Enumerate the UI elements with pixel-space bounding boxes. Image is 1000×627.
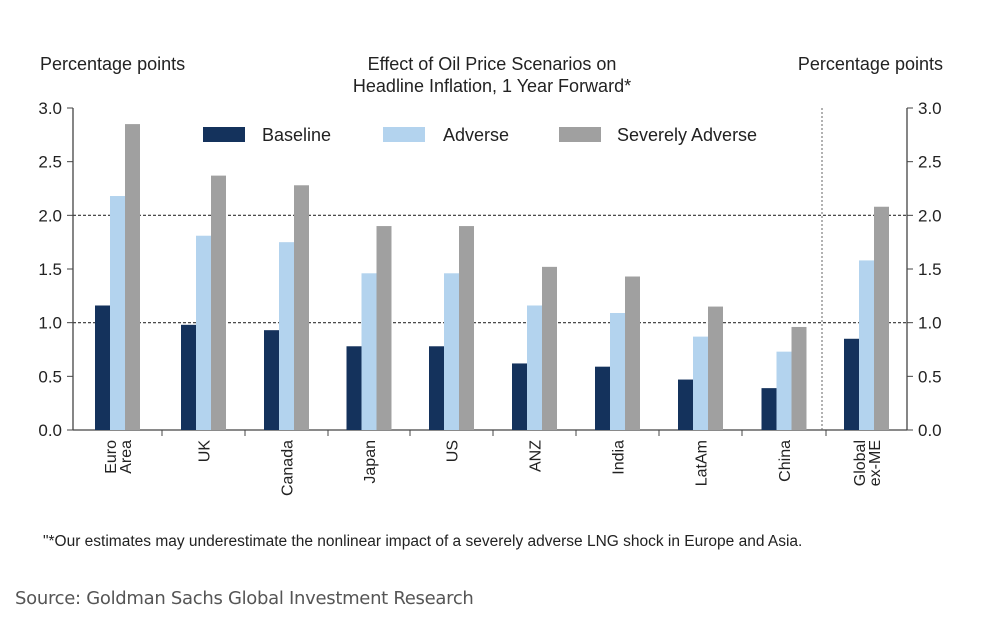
chart-title: Effect of Oil Price Scenarios on	[368, 54, 617, 74]
bar-severely-adverse-global-ex-me	[874, 206, 889, 430]
bar-adverse-latam	[693, 336, 708, 430]
chart: Percentage points Percentage points Effect…	[38, 54, 943, 550]
bar-severely-adverse-china	[791, 326, 807, 430]
bar-adverse-euro-area	[110, 196, 125, 430]
bar-baseline-china	[761, 388, 777, 430]
bar-baseline-global-ex-me	[844, 338, 859, 430]
bar-adverse-canada	[279, 242, 294, 430]
bar-baseline-euro-area	[95, 305, 110, 430]
x-tick-label: Canada	[280, 440, 297, 496]
bar-severely-adverse-euro-area	[125, 124, 140, 430]
bar-adverse-uk	[196, 235, 211, 430]
x-tick-label: India	[611, 440, 628, 475]
x-tick-label: ANZ	[528, 440, 545, 472]
legend-label: Adverse	[443, 125, 509, 145]
y-tick-label-left: 1.0	[38, 314, 62, 333]
bar-baseline-us	[429, 346, 444, 430]
y-tick-label-right: 1.0	[918, 314, 942, 333]
bar-severely-adverse-japan	[376, 226, 392, 430]
bar-baseline-anz	[512, 363, 527, 430]
bar-adverse-us	[444, 273, 459, 430]
bar-baseline-uk	[181, 324, 196, 430]
x-tick-label: US	[445, 440, 462, 462]
bar-baseline-india	[595, 366, 610, 430]
legend-swatch-adverse	[383, 127, 425, 142]
bar-severely-adverse-india	[625, 276, 640, 430]
y-tick-label-left: 3.0	[38, 99, 62, 118]
legend-swatch-baseline	[203, 127, 245, 142]
y-tick-label-left: 0.5	[38, 367, 62, 386]
legend-label: Severely Adverse	[617, 125, 757, 145]
x-tick-label: China	[777, 440, 794, 482]
bar-adverse-china	[776, 351, 792, 430]
left-axis-label: Percentage points	[40, 54, 185, 74]
y-tick-label-left: 2.0	[38, 206, 62, 225]
y-tick-label-left: 0.0	[38, 421, 62, 440]
bar-adverse-india	[610, 313, 625, 430]
bar-severely-adverse-canada	[294, 185, 309, 430]
x-tick-label: LatAm	[694, 440, 711, 486]
bar-baseline-canada	[264, 330, 279, 430]
bar-adverse-anz	[527, 305, 542, 430]
x-tick-label: Global	[852, 440, 869, 486]
y-tick-label-right: 2.0	[918, 206, 942, 225]
legend-label: Baseline	[262, 125, 331, 145]
bar-severely-adverse-anz	[542, 266, 557, 430]
y-tick-label-right: 2.5	[918, 153, 942, 172]
source-note: Source: Goldman Sachs Global Investment …	[15, 588, 474, 609]
bar-adverse-global-ex-me	[859, 260, 874, 430]
legend-swatch-severely-adverse	[559, 127, 601, 142]
y-tick-label-right: 0.5	[918, 367, 942, 386]
bar-severely-adverse-latam	[708, 306, 723, 430]
x-tick-label: Area	[118, 440, 135, 474]
footnote: "*Our estimates may underestimate the no…	[43, 533, 802, 550]
x-tick-label: UK	[197, 440, 214, 463]
x-tick-label: Euro	[103, 440, 120, 474]
y-tick-label-left: 1.5	[38, 260, 62, 279]
bar-baseline-latam	[678, 379, 693, 430]
bar-severely-adverse-us	[459, 226, 474, 430]
y-tick-label-left: 2.5	[38, 153, 62, 172]
right-axis-label: Percentage points	[798, 54, 943, 74]
y-tick-label-right: 3.0	[918, 99, 942, 118]
bar-baseline-japan	[346, 346, 362, 430]
chart-title: Headline Inflation, 1 Year Forward*	[353, 76, 631, 96]
bar-adverse-japan	[361, 273, 377, 430]
x-tick-label: ex-ME	[867, 440, 884, 486]
y-tick-label-right: 0.0	[918, 421, 942, 440]
y-tick-label-right: 1.5	[918, 260, 942, 279]
bar-severely-adverse-uk	[211, 175, 226, 430]
x-tick-label: Japan	[362, 440, 379, 484]
